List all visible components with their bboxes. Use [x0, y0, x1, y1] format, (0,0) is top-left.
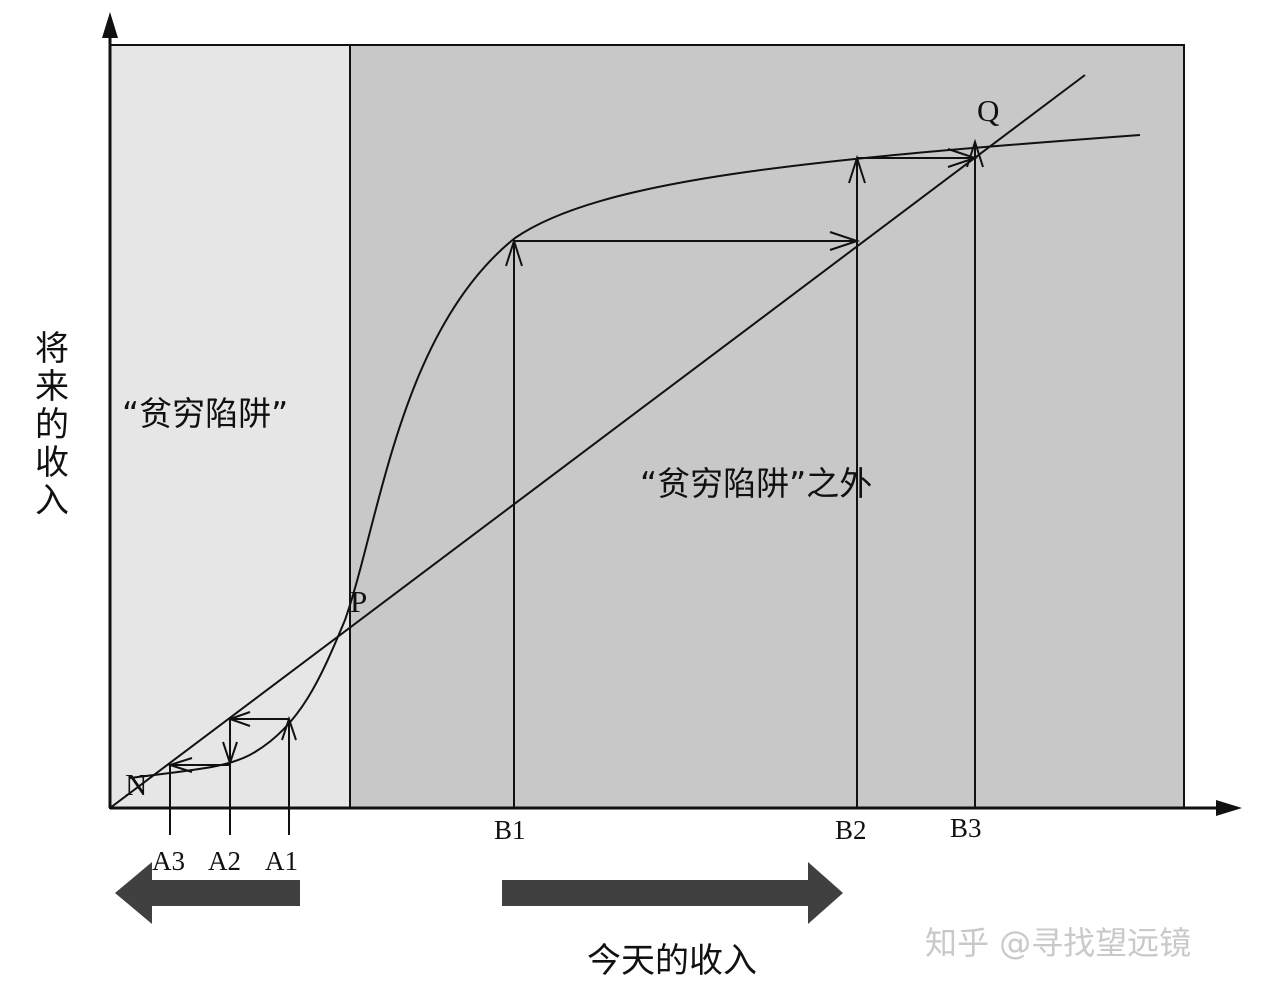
poverty-trap-region: [109, 44, 351, 809]
rightward-big-arrow: [502, 862, 843, 924]
x-axis: [110, 800, 1242, 816]
x-axis-title: 今天的收入: [587, 941, 757, 981]
tick-a1: A1: [265, 846, 298, 876]
b-staircase: [505, 138, 984, 808]
point-q-label: Q: [977, 93, 999, 128]
point-p-label: P: [350, 584, 367, 619]
s-curve: [129, 134, 1141, 779]
y-axis: [102, 12, 118, 808]
poverty-trap-label: “贫穷陷阱”: [122, 394, 288, 433]
point-n-label: N: [125, 767, 147, 802]
outside-trap-label: “贫穷陷阱”之外: [640, 464, 872, 503]
outside-trap-region: [349, 44, 1185, 809]
tick-a3: A3: [152, 846, 185, 876]
watermark: 知乎 @寻找望远镜: [925, 924, 1191, 962]
a-staircase: [166, 711, 297, 835]
tick-b2: B2: [835, 815, 867, 845]
y-axis-title: 将来的收入: [35, 329, 69, 521]
tick-a2: A2: [208, 846, 241, 876]
forty-five-degree-line: [109, 74, 1086, 809]
tick-b1: B1: [494, 815, 526, 845]
leftward-big-arrow: [115, 862, 300, 924]
tick-b3: B3: [950, 813, 982, 843]
